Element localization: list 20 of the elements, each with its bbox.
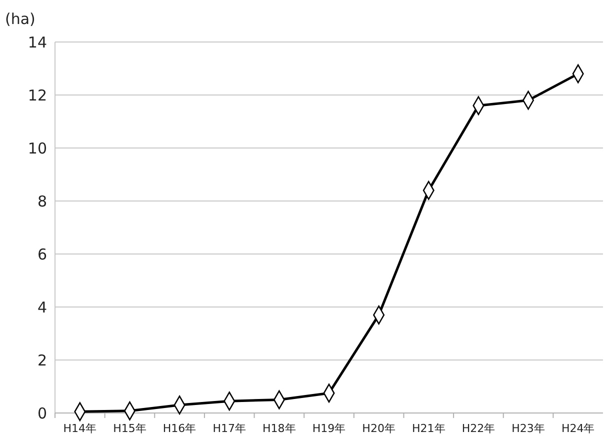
x-tick-label: H16年 bbox=[162, 422, 196, 435]
x-tick-label: H14年 bbox=[63, 422, 97, 435]
x-tick-label: H15年 bbox=[113, 422, 146, 435]
x-tick-label: H21年 bbox=[412, 422, 446, 435]
x-tick-label: H22年 bbox=[462, 422, 496, 435]
y-tick-label: 4 bbox=[37, 298, 47, 316]
y-tick-label: 10 bbox=[28, 139, 47, 158]
y-axis-title: (ha) bbox=[5, 10, 36, 28]
x-tick-label: H17年 bbox=[212, 422, 246, 435]
y-tick-label: 14 bbox=[28, 33, 47, 52]
x-tick-label: H20年 bbox=[362, 422, 396, 435]
x-tick-label: H23年 bbox=[512, 422, 545, 435]
x-tick-label: H24年 bbox=[561, 422, 595, 435]
y-tick-label: 6 bbox=[37, 245, 47, 264]
y-tick-label: 12 bbox=[28, 86, 47, 104]
y-tick-label: 0 bbox=[37, 404, 47, 422]
y-tick-label: 8 bbox=[37, 192, 47, 210]
y-tick-label: 2 bbox=[37, 351, 47, 370]
x-tick-label: H19年 bbox=[312, 422, 346, 435]
x-tick-label: H18年 bbox=[262, 422, 296, 435]
